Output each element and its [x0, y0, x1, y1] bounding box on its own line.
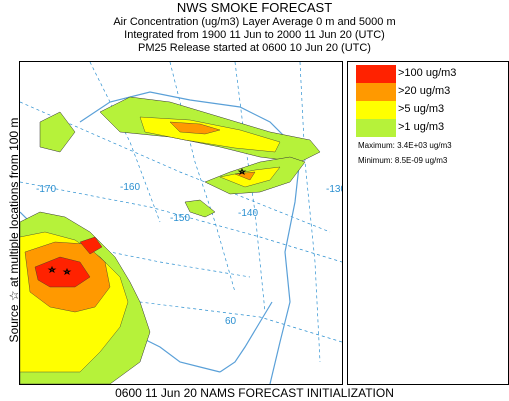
legend: >100 ug/m3 >20 ug/m3 >5 ug/m3 >1 ug/m3 M…: [347, 61, 509, 385]
legend-label: >20 ug/m3: [398, 85, 451, 97]
source-markers: [47, 167, 247, 275]
legend-swatch-red: [356, 65, 396, 83]
legend-item-100: >100 ug/m3: [356, 65, 506, 83]
legend-item-20: >20 ug/m3: [356, 83, 506, 101]
forecast-initialization-footer: 0600 11 Jun 20 NAMS FORECAST INITIALIZAT…: [115, 386, 394, 400]
lon-label-140: -140: [238, 208, 258, 219]
legend-label: >1 ug/m3: [398, 121, 445, 133]
legend-swatch-orange: [356, 83, 396, 101]
lat-label-60: 60: [225, 316, 237, 327]
subtitle-integration: Integrated from 1900 11 Jun to 2000 11 J…: [124, 29, 385, 41]
smoke-map: -170 -160 -150 -140 -130 60: [19, 61, 343, 385]
legend-swatch-yellow: [356, 101, 396, 119]
legend-maximum: Maximum: 3.4E+03 ug/m3: [358, 141, 452, 150]
page-title: NWS SMOKE FORECAST: [176, 0, 333, 15]
plume-level-4: [34, 236, 103, 288]
legend-item-1: >1 ug/m3: [356, 119, 506, 137]
lon-label-160: -160: [120, 182, 140, 193]
legend-label: >100 ug/m3: [398, 67, 457, 79]
map-canvas: -170 -160 -150 -140 -130 60: [20, 62, 342, 384]
legend-item-5: >5 ug/m3: [356, 101, 506, 119]
legend-minimum: Minimum: 8.5E-09 ug/m3: [358, 156, 448, 165]
lon-label-170: -170: [36, 184, 56, 195]
lon-label-130: -130: [326, 184, 342, 195]
legend-swatch-green: [356, 119, 396, 137]
lon-label-150: -150: [170, 213, 190, 224]
subtitle-concentration: Air Concentration (ug/m3) Layer Average …: [113, 16, 396, 28]
legend-label: >5 ug/m3: [398, 103, 445, 115]
subtitle-release: PM25 Release started at 0600 10 Jun 20 (…: [138, 42, 371, 54]
